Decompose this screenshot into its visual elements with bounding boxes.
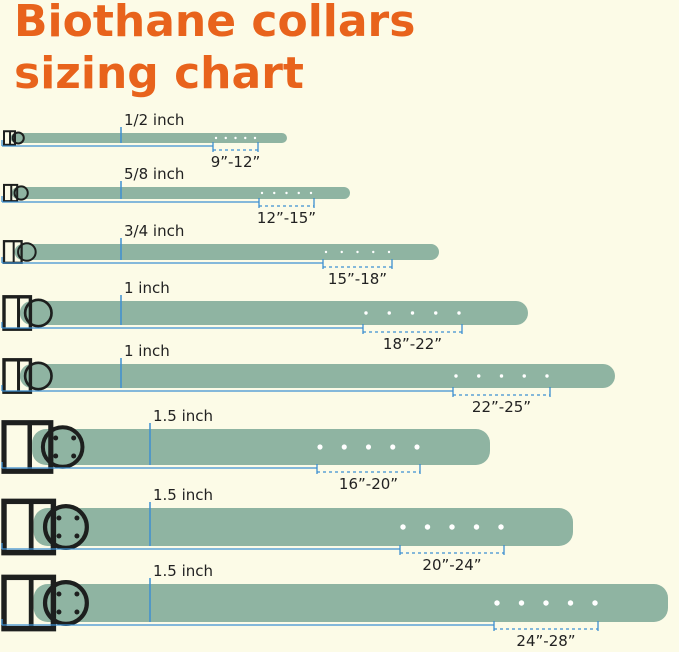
hole bbox=[244, 136, 247, 140]
ring bbox=[13, 185, 29, 201]
strap bbox=[19, 301, 529, 325]
width-label: 1.5 inch bbox=[153, 486, 213, 504]
hole bbox=[390, 444, 396, 450]
hole bbox=[499, 374, 504, 378]
width-label: 5/8 inch bbox=[124, 165, 184, 183]
hole bbox=[498, 524, 504, 530]
width-label: 1 inch bbox=[124, 342, 170, 360]
strap bbox=[32, 429, 490, 465]
hole bbox=[253, 136, 257, 140]
range-label: 9”-12” bbox=[211, 153, 261, 171]
rivet bbox=[74, 609, 80, 615]
range-label: 18”-22” bbox=[383, 335, 442, 353]
ring bbox=[42, 579, 89, 627]
hole bbox=[400, 524, 406, 530]
strap bbox=[10, 133, 287, 143]
hole bbox=[567, 600, 574, 606]
width-label: 1.5 inch bbox=[153, 407, 213, 425]
hole bbox=[457, 311, 461, 315]
hole bbox=[592, 600, 598, 606]
hole bbox=[341, 444, 347, 450]
ring bbox=[42, 503, 89, 551]
rivet bbox=[71, 453, 77, 459]
hole bbox=[340, 250, 343, 254]
strap bbox=[11, 187, 350, 199]
hole bbox=[434, 311, 438, 315]
range-label: 12”-15” bbox=[257, 209, 316, 227]
hole bbox=[545, 374, 549, 378]
buckle bbox=[1, 574, 57, 632]
hole bbox=[522, 374, 526, 378]
range-label: 16”-20” bbox=[339, 475, 398, 493]
hole bbox=[410, 311, 415, 315]
range-label: 20”-24” bbox=[422, 556, 481, 574]
hole bbox=[454, 374, 458, 378]
rivet bbox=[56, 591, 62, 597]
hole bbox=[309, 191, 313, 195]
rivet bbox=[56, 609, 62, 615]
ring bbox=[11, 131, 25, 145]
width-label: 1 inch bbox=[124, 279, 170, 297]
ring bbox=[17, 242, 37, 262]
hole bbox=[214, 136, 218, 140]
hole bbox=[414, 444, 420, 450]
hole bbox=[372, 250, 375, 254]
hole bbox=[387, 311, 391, 315]
strap bbox=[19, 364, 615, 388]
hole bbox=[297, 191, 300, 195]
hole bbox=[324, 250, 328, 254]
hole bbox=[260, 191, 264, 195]
strap bbox=[14, 244, 440, 260]
rivet bbox=[71, 435, 77, 441]
range-label: 22”-25” bbox=[472, 398, 531, 416]
width-label: 1.5 inch bbox=[153, 562, 213, 580]
range-label: 15”-18” bbox=[328, 270, 387, 288]
hole bbox=[364, 311, 368, 315]
width-label: 3/4 inch bbox=[124, 222, 184, 240]
rivet bbox=[53, 435, 59, 441]
rivet bbox=[74, 533, 80, 539]
hole bbox=[273, 191, 276, 195]
ring bbox=[23, 298, 53, 328]
hole bbox=[317, 444, 323, 450]
hole bbox=[285, 191, 288, 195]
rivet bbox=[53, 453, 59, 459]
hole bbox=[365, 444, 372, 450]
rivet bbox=[74, 591, 80, 597]
hole bbox=[387, 250, 391, 254]
hole bbox=[424, 524, 431, 530]
title-line: sizing chart bbox=[14, 48, 304, 99]
hole bbox=[477, 374, 481, 378]
hole bbox=[518, 600, 525, 606]
width-label: 1/2 inch bbox=[124, 111, 184, 129]
hole bbox=[234, 136, 237, 140]
rivet bbox=[74, 515, 80, 521]
range-label: 24”-28” bbox=[516, 632, 575, 650]
title-line: Biothane collars bbox=[14, 0, 415, 47]
rivet bbox=[56, 533, 62, 539]
hole bbox=[494, 600, 500, 606]
buckle bbox=[1, 420, 54, 474]
hole bbox=[473, 524, 480, 530]
buckle bbox=[1, 498, 57, 556]
ring bbox=[40, 425, 85, 469]
strap bbox=[33, 584, 668, 622]
hole bbox=[356, 250, 359, 254]
ring bbox=[23, 361, 53, 391]
hole bbox=[543, 600, 549, 606]
hole bbox=[449, 524, 455, 530]
rivet bbox=[56, 515, 62, 521]
strap bbox=[33, 508, 573, 546]
hole bbox=[224, 136, 227, 140]
